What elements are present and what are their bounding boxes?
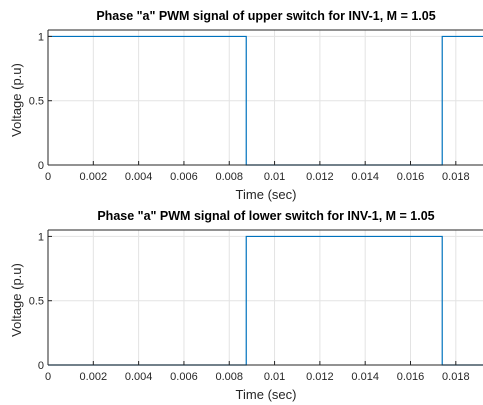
- x-axis-label: Time (sec): [236, 387, 297, 402]
- y-axis-label: Voltage (p.u): [9, 263, 24, 337]
- y-tick-label: 0.5: [29, 96, 44, 108]
- x-tick-label: 0.018: [442, 371, 470, 383]
- y-tick-label: 1: [38, 231, 44, 243]
- x-tick-label: 0: [45, 371, 51, 383]
- x-tick-label: 0.014: [351, 171, 379, 183]
- x-tick-label: 0.01: [264, 371, 285, 383]
- x-tick-label: 0.012: [306, 171, 334, 183]
- x-tick-label: 0.002: [80, 171, 108, 183]
- x-tick-label: 0.006: [170, 171, 198, 183]
- y-tick-label: 0: [38, 360, 44, 372]
- x-tick-label: 0.01: [264, 171, 285, 183]
- x-tick-label: 0.012: [306, 371, 334, 383]
- x-tick-label: 0.004: [125, 171, 153, 183]
- x-tick-label: 0.006: [170, 371, 198, 383]
- x-tick-label: 0.002: [80, 371, 108, 383]
- x-tick-label: 0.008: [215, 171, 243, 183]
- x-axis-label: Time (sec): [236, 187, 297, 202]
- plot-area: [48, 230, 483, 365]
- y-tick-label: 0: [38, 160, 44, 172]
- x-tick-label: 0.008: [215, 371, 243, 383]
- x-tick-label: 0.016: [397, 171, 425, 183]
- x-tick-label: 0.014: [351, 371, 379, 383]
- lower-switch-plot: Phase "a" PWM signal of lower switch for…: [9, 209, 483, 402]
- chart-title: Phase "a" PWM signal of upper switch for…: [96, 9, 435, 23]
- plot-area: [48, 30, 483, 165]
- upper-switch-plot: Phase "a" PWM signal of upper switch for…: [9, 9, 483, 202]
- x-tick-label: 0: [45, 171, 51, 183]
- y-tick-label: 0.5: [29, 296, 44, 308]
- y-axis-label: Voltage (p.u): [9, 63, 24, 137]
- x-tick-label: 0.004: [125, 371, 153, 383]
- x-tick-label: 0.018: [442, 171, 470, 183]
- y-tick-label: 1: [38, 31, 44, 43]
- chart-title: Phase "a" PWM signal of lower switch for…: [97, 209, 434, 223]
- x-tick-label: 0.016: [397, 371, 425, 383]
